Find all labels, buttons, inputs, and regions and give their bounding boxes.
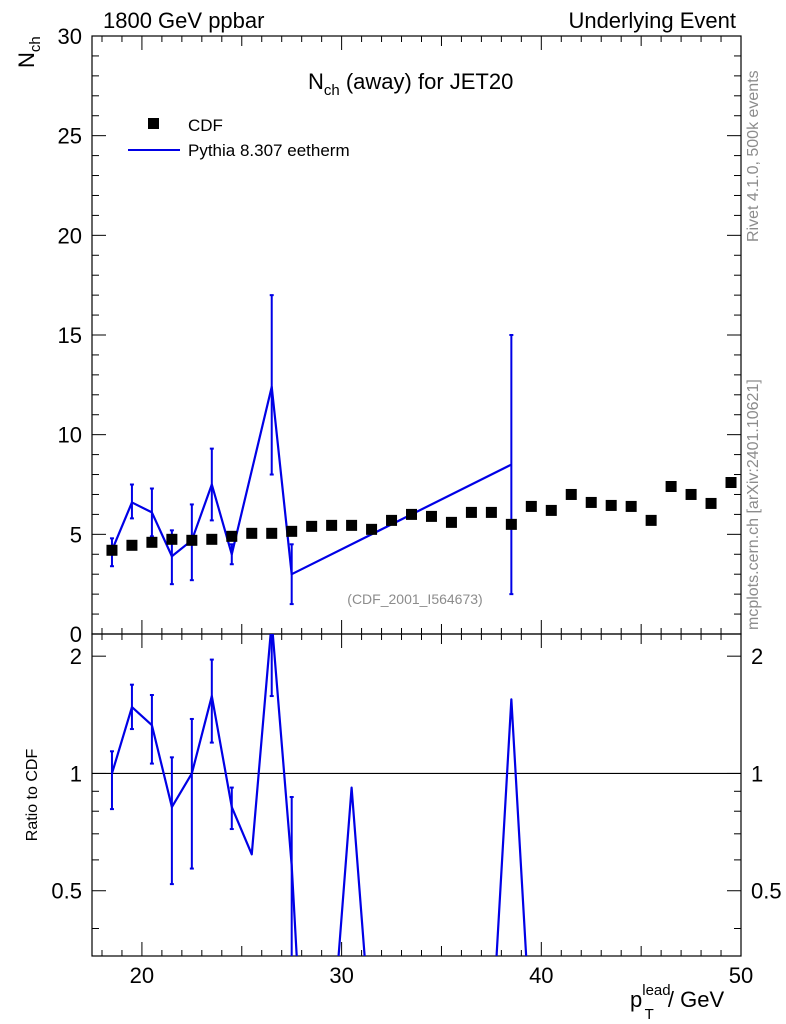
xaxis-label: plead T / GeV: [630, 982, 724, 1023]
main-ytick-label: 0: [70, 622, 82, 647]
ratio-ytick-label: 1: [70, 761, 82, 786]
xtick-label: 20: [130, 963, 154, 988]
cdf-point: [585, 496, 597, 508]
header-right: Underlying Event: [568, 8, 736, 33]
cdf-point: [425, 510, 437, 522]
cdf-point: [326, 519, 338, 531]
xtick-label: 50: [729, 963, 753, 988]
cdf-point: [166, 533, 178, 545]
cdf-point: [126, 539, 138, 551]
ratio-ylabel: Ratio to CDF: [24, 749, 41, 842]
ratio-ytick-label-right: 0.5: [751, 879, 782, 904]
cdf-point: [346, 519, 358, 531]
main-ytick-label: 25: [58, 124, 82, 149]
ratio-plot-area: [109, 634, 528, 956]
cdf-point: [485, 506, 497, 518]
cdf-point: [525, 500, 537, 512]
cdf-point: [605, 499, 617, 511]
cdf-point: [685, 488, 697, 500]
cdf-point: [106, 544, 118, 556]
xtick-label: 30: [329, 963, 353, 988]
cdf-point: [186, 534, 198, 546]
cdf-point: [625, 500, 637, 512]
cdf-point: [206, 533, 218, 545]
cdf-point: [545, 504, 557, 516]
cdf-point: [725, 477, 737, 489]
main-ytick-label: 10: [58, 423, 82, 448]
cdf-point: [665, 480, 677, 492]
main-ylabel: Nch: [14, 36, 44, 68]
cdf-point: [406, 508, 418, 520]
main-ytick-label: 20: [58, 223, 82, 248]
cdf-point: [465, 506, 477, 518]
cdf-point: [286, 525, 298, 537]
cdf-point: [266, 527, 278, 539]
cdf-point: [565, 488, 577, 500]
cdf-point: [246, 527, 258, 539]
ratio-ytick-label-right: 2: [751, 644, 763, 669]
ratio-ytick-label-right: 1: [751, 761, 763, 786]
legend-label-cdf: CDF: [188, 116, 223, 135]
cdf-point: [146, 536, 158, 548]
cdf-point: [645, 514, 657, 526]
legend-marker-cdf: [148, 118, 159, 129]
cdf-point: [705, 497, 717, 509]
pythia-series-line: [110, 385, 512, 576]
ratio-series-line: [110, 634, 528, 956]
cdf-point: [505, 518, 517, 530]
cdf-point: [226, 530, 238, 542]
analysis-watermark: (CDF_2001_I564673): [347, 591, 482, 607]
header-left: 1800 GeV ppbar: [103, 8, 265, 33]
xtick-label: 40: [529, 963, 553, 988]
main-plot-area: [106, 294, 737, 606]
cdf-point: [306, 520, 318, 532]
ratio-ytick-label: 0.5: [51, 879, 82, 904]
cdf-point: [386, 514, 398, 526]
main-ytick-label: 15: [58, 323, 82, 348]
ratio-frame: [91, 633, 742, 957]
main-ytick-label: 5: [70, 522, 82, 547]
legend-label-pythia: Pythia 8.307 eetherm: [188, 141, 350, 160]
ratio-ytick-label: 2: [70, 644, 82, 669]
cdf-point: [366, 523, 378, 535]
cdf-point: [445, 516, 457, 528]
plot-title: Nch (away) for JET20: [308, 69, 513, 99]
main-ytick-label: 30: [58, 24, 82, 49]
